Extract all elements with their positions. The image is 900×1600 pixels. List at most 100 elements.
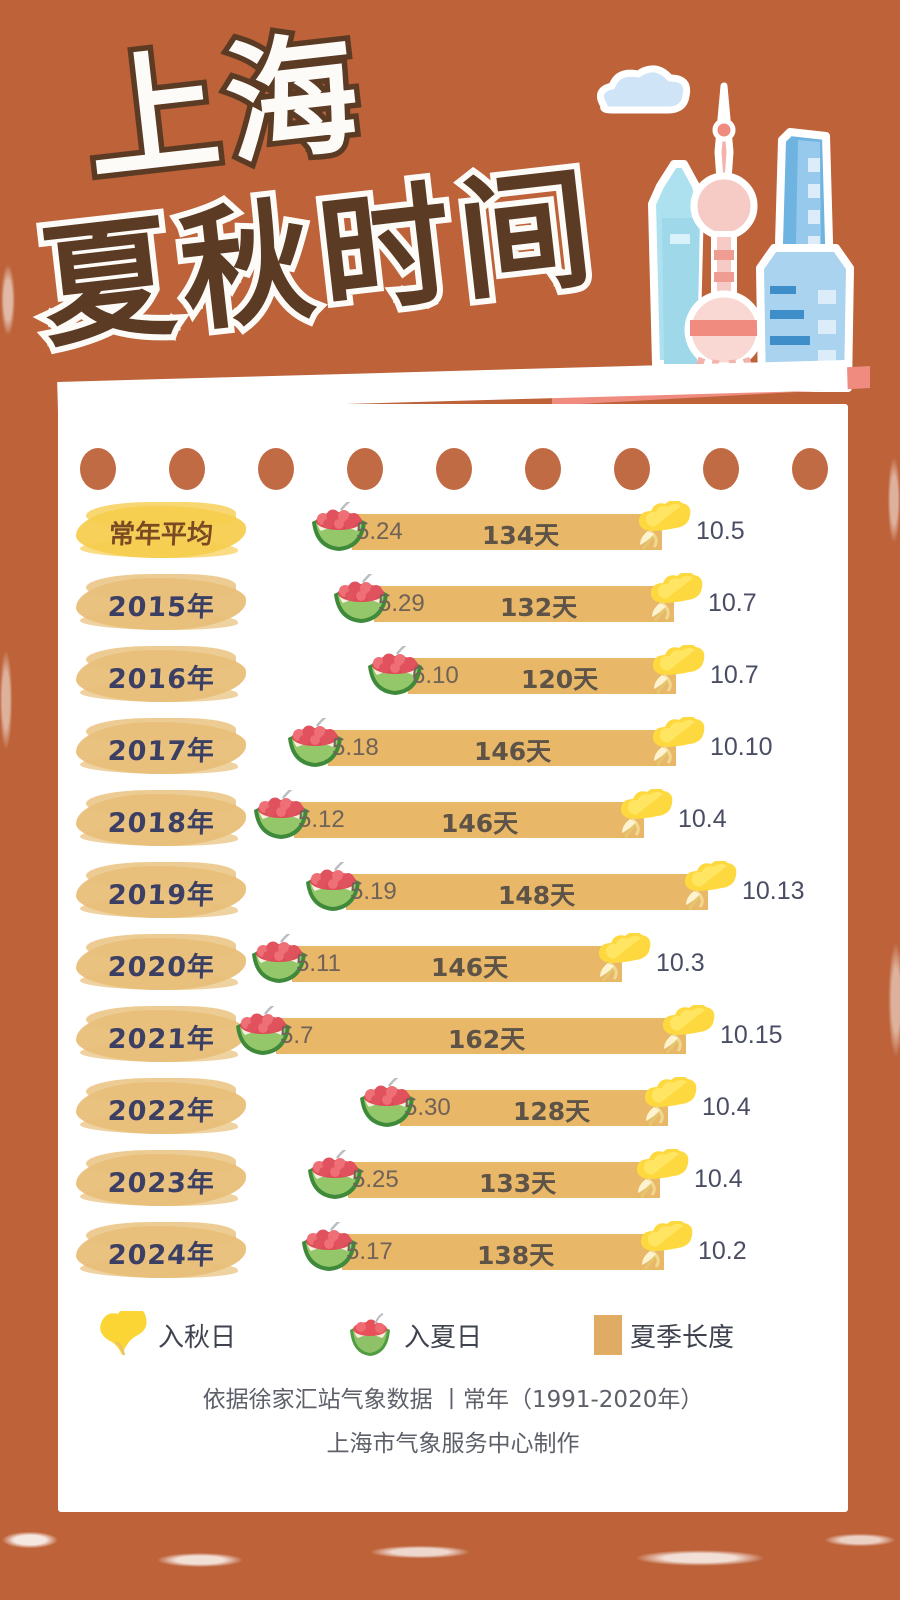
watermelon-bowl-icon — [350, 1313, 390, 1356]
summer-start-date: 5.17 — [346, 1238, 393, 1265]
ginkgo-leaf-icon — [620, 787, 673, 838]
brush-stroke — [86, 1006, 236, 1032]
row-bar-area: 5.11 146天 10.3 — [252, 928, 848, 1000]
row-year-text: 常年平均 — [108, 519, 215, 550]
row-year-text: 2020年 — [106, 951, 216, 983]
row-bar-area: 6.10 120天 10.7 — [258, 640, 848, 712]
summer-start-date: 5.19 — [350, 878, 397, 905]
legend-label-autumn: 入秋日 — [158, 1322, 237, 1353]
brush-stroke — [86, 502, 236, 528]
poster: 上海 夏秋时间 — [30, 8, 872, 1530]
brush-stroke — [86, 718, 236, 744]
row-year-label: 2020年 — [74, 934, 249, 994]
row-bar-area: 5.30 128天 10.4 — [258, 1072, 848, 1144]
divider-dot — [347, 448, 383, 490]
summer-start-icon — [304, 1145, 366, 1200]
summer-length-days: 146天 — [431, 953, 509, 982]
brush-stroke — [80, 756, 238, 774]
row-bar-area: 5.19 148天 10.13 — [258, 856, 848, 928]
brush-stroke — [86, 574, 236, 600]
autumn-start-date: 10.7 — [708, 589, 757, 617]
watermelon-bowl-icon — [254, 785, 308, 839]
autumn-start-icon — [640, 1075, 702, 1129]
watermelon-bowl-icon — [306, 857, 360, 911]
row-year-label: 2023年 — [74, 1150, 249, 1210]
summer-start-icon — [250, 785, 312, 840]
autumn-start-icon — [646, 571, 708, 625]
row-year-text: 2022年 — [106, 1095, 216, 1127]
summer-start-date: 5.18 — [332, 734, 379, 761]
ginkgo-leaf-icon — [652, 715, 705, 766]
autumn-start-date: 10.2 — [698, 1237, 747, 1265]
content-card: 常年平均 5.24 134天 10.5 2015年 5.29 132天 10.7 2016年 6.… — [58, 404, 848, 1512]
summer-length-days: 148天 — [498, 881, 576, 910]
row-year-label: 2016年 — [74, 646, 249, 706]
watermelon-bowl-icon — [312, 497, 366, 551]
brush-stroke — [80, 1188, 238, 1206]
summer-start-date: 5.29 — [378, 590, 425, 617]
brush-stroke — [80, 900, 238, 918]
chart-rows: 常年平均 5.24 134天 10.5 2015年 5.29 132天 10.7 2016年 6.… — [58, 496, 848, 1288]
brush-stroke — [80, 1260, 238, 1278]
summer-length-bar — [292, 946, 622, 982]
autumn-start-date: 10.3 — [656, 949, 705, 977]
watermelon-bowl-icon — [288, 713, 342, 767]
autumn-start-date: 10.15 — [720, 1021, 783, 1049]
summer-length-days: 138天 — [477, 1241, 555, 1270]
row-year-label: 2017年 — [74, 718, 249, 778]
brush-stroke — [86, 790, 236, 816]
watermelon-bowl-icon — [252, 929, 306, 983]
autumn-start-date: 10.4 — [678, 805, 727, 833]
ginkgo-leaf-icon — [598, 931, 651, 982]
summer-length-days: 162天 — [448, 1025, 526, 1054]
summer-length-bar — [352, 514, 662, 550]
row-year-text: 2021年 — [106, 1023, 216, 1055]
row-bar-area: 5.25 133天 10.4 — [258, 1144, 848, 1216]
footer-line-1: 依据徐家汇站气象数据 丨常年（1991-2020年） — [202, 1387, 704, 1413]
ginkgo-leaf-icon — [644, 1075, 697, 1126]
autumn-start-icon — [658, 1003, 720, 1057]
brush-stroke — [86, 934, 236, 960]
summer-length-days: 133天 — [479, 1169, 557, 1198]
oriental-pearl-tower-icon — [684, 82, 764, 389]
ginkgo-leaf-icon — [100, 1311, 147, 1356]
row-year-text: 2023年 — [106, 1167, 216, 1199]
row-year-label: 2019年 — [74, 862, 249, 922]
row-year-text: 2018年 — [106, 807, 216, 839]
summer-length-bar — [276, 1018, 686, 1054]
legend-label-summer: 入夏日 — [404, 1322, 483, 1353]
summer-length-bar — [328, 730, 676, 766]
brush-stroke — [86, 862, 236, 888]
row-year-text: 2019年 — [106, 879, 216, 911]
brush-stroke — [86, 1150, 236, 1176]
chart-row: 2020年 5.11 146天 10.3 — [58, 928, 848, 1000]
chart-row: 2018年 5.12 146天 10.4 — [58, 784, 848, 856]
cloud-icon — [596, 65, 691, 114]
divider-dot — [792, 448, 828, 490]
ginkgo-leaf-icon — [640, 1219, 693, 1270]
ginkgo-leaf-icon — [650, 571, 703, 622]
brush-stroke — [80, 1044, 238, 1062]
row-year-text: 2015年 — [106, 591, 216, 623]
watermelon-bowl-icon — [308, 1145, 362, 1199]
ginkgo-leaf-icon — [662, 1003, 715, 1054]
summer-length-days: 146天 — [441, 809, 519, 838]
chart-row: 常年平均 5.24 134天 10.5 — [58, 496, 848, 568]
autumn-start-icon — [648, 715, 710, 769]
autumn-start-icon — [648, 643, 710, 697]
chart-row: 2017年 5.18 146天 10.10 — [58, 712, 848, 784]
summer-start-date: 5.11 — [296, 950, 341, 977]
shanghai-tower-icon — [756, 128, 854, 392]
autumn-start-icon — [616, 787, 678, 841]
row-year-text: 2024年 — [106, 1239, 216, 1271]
summer-start-date: 5.7 — [280, 1022, 314, 1049]
legend-item-summer: 入夏日 — [344, 1312, 594, 1358]
summer-length-days: 132天 — [500, 593, 578, 622]
divider-dot — [169, 448, 205, 490]
summer-start-icon — [356, 1073, 418, 1128]
chart-row: 2023年 5.25 133天 10.4 — [58, 1144, 848, 1216]
summer-start-date: 5.30 — [404, 1094, 451, 1121]
row-year-label: 2018年 — [74, 790, 249, 850]
brush-stroke — [86, 1078, 236, 1104]
page-title-line1: 上海 — [73, 10, 380, 206]
